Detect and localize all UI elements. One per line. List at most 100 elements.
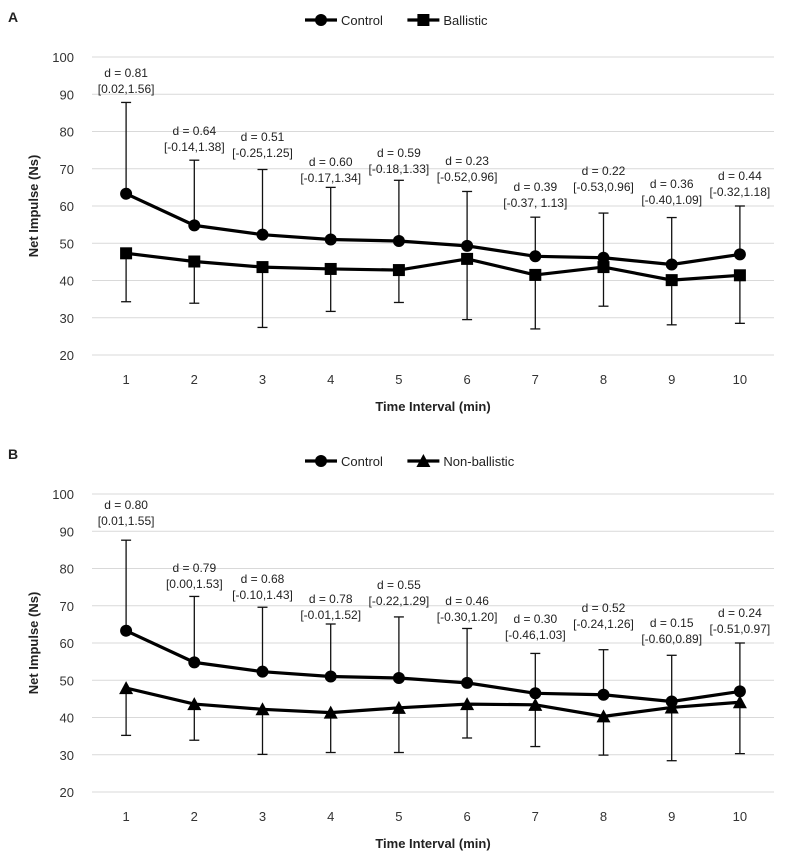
data-point <box>664 700 679 714</box>
effect-size-label: d = 0.39 <box>513 180 557 194</box>
x-tick-label: 3 <box>259 809 266 824</box>
confidence-interval-label: [-0.40,1.09] <box>641 193 702 207</box>
effect-size-label: d = 0.80 <box>104 498 148 512</box>
data-point <box>392 235 405 248</box>
series-line-control <box>125 192 741 267</box>
series-line-ballistic <box>125 251 741 282</box>
legend-label: Control <box>341 454 383 469</box>
data-point <box>256 261 269 274</box>
legend-item: Ballistic <box>407 13 488 28</box>
x-tick-label: 8 <box>600 809 607 824</box>
data-point <box>461 239 474 252</box>
y-tick-label: 40 <box>60 274 74 289</box>
legend-marker-circle <box>315 455 327 467</box>
data-point <box>597 261 610 274</box>
y-tick-label: 60 <box>60 636 74 651</box>
x-tick-label: 9 <box>668 809 675 824</box>
data-point <box>188 219 201 232</box>
data-point <box>529 687 542 700</box>
confidence-interval-label: [0.00,1.53] <box>166 577 223 591</box>
data-point <box>461 676 474 689</box>
data-point <box>187 697 202 711</box>
x-tick-label: 3 <box>259 372 266 387</box>
confidence-interval-label: [0.01,1.55] <box>98 514 155 528</box>
data-point <box>597 251 610 264</box>
confidence-interval-label: [-0.01,1.52] <box>300 608 361 622</box>
effect-size-label: d = 0.60 <box>309 155 353 169</box>
x-tick-label: 10 <box>733 809 747 824</box>
data-point <box>732 695 747 709</box>
data-point <box>120 624 133 637</box>
legend-label: Non-ballistic <box>443 454 514 469</box>
x-tick-label: 2 <box>191 809 198 824</box>
data-point <box>529 250 542 263</box>
series-line-control <box>125 629 741 704</box>
y-tick-label: 90 <box>60 87 74 102</box>
effect-size-label: d = 0.78 <box>309 592 353 606</box>
y-tick-label: 80 <box>60 562 74 577</box>
effect-size-label: d = 0.59 <box>377 146 421 160</box>
legend-marker-triangle <box>416 454 431 467</box>
effect-size-label: d = 0.22 <box>582 164 626 178</box>
effect-size-label: d = 0.79 <box>172 561 216 575</box>
confidence-interval-label: [-0.18,1.33] <box>369 162 430 176</box>
data-point <box>392 672 405 685</box>
y-tick-label: 40 <box>60 711 74 726</box>
data-point <box>324 262 337 275</box>
data-point <box>256 228 269 241</box>
data-point <box>255 702 270 716</box>
series-line-non-ballistic <box>125 686 741 718</box>
data-point <box>119 681 134 695</box>
confidence-interval-label: [-0.17,1.34] <box>300 171 361 185</box>
effect-size-label: d = 0.51 <box>241 130 285 144</box>
data-point <box>528 697 543 711</box>
chart-panel-b: B 20 30 40 50 60 70 80 90 100 1 2 3 4 5 6 7 8 9 10 Time Inte… <box>8 446 774 851</box>
y-tick-label: 30 <box>60 311 74 326</box>
confidence-interval-label: [-0.53,0.96] <box>573 180 634 194</box>
x-tick-label: 7 <box>532 372 539 387</box>
y-tick-label: 80 <box>60 125 74 140</box>
effect-size-label: d = 0.23 <box>445 154 489 168</box>
data-point <box>665 258 678 271</box>
effect-size-label: d = 0.30 <box>513 612 557 626</box>
legend-label: Ballistic <box>443 13 488 28</box>
legend-marker-square <box>417 14 430 26</box>
data-point <box>392 264 405 277</box>
x-tick-label: 9 <box>668 372 675 387</box>
data-point <box>597 688 610 701</box>
x-tick-label: 5 <box>395 809 402 824</box>
confidence-interval-label: [-0.14,1.38] <box>164 140 225 154</box>
effect-size-label: d = 0.68 <box>241 572 285 586</box>
y-tick-label: 60 <box>60 199 74 214</box>
x-tick-label: 2 <box>191 372 198 387</box>
confidence-interval-label: [-0.37, 1.13] <box>503 196 567 210</box>
panel-label: B <box>8 446 18 462</box>
chart-panel-a: A 20 30 40 50 60 70 80 90 100 1 2 3 4 5 6 7 8 9 10 Time Inte… <box>8 9 774 414</box>
data-point <box>733 248 746 261</box>
x-axis-title: Time Interval (min) <box>375 836 490 851</box>
confidence-interval-label: [-0.46,1.03] <box>505 628 566 642</box>
data-point <box>461 252 474 265</box>
x-tick-label: 1 <box>122 809 129 824</box>
legend-item: Control <box>305 13 383 28</box>
panel-label: A <box>8 9 18 25</box>
confidence-interval-label: [-0.52,0.96] <box>437 170 498 184</box>
y-tick-label: 100 <box>52 487 74 502</box>
data-point <box>120 247 133 260</box>
x-tick-label: 4 <box>327 372 334 387</box>
effect-size-label: d = 0.81 <box>104 66 148 80</box>
effect-size-label: d = 0.24 <box>718 606 762 620</box>
x-tick-label: 6 <box>463 372 470 387</box>
legend-item: Non-ballistic <box>407 454 515 469</box>
data-point <box>665 274 678 287</box>
x-axis-title: Time Interval (min) <box>375 399 490 414</box>
x-tick-label: 4 <box>327 809 334 824</box>
legend-label: Control <box>341 13 383 28</box>
y-tick-label: 20 <box>60 348 74 363</box>
effect-size-label: d = 0.64 <box>172 124 216 138</box>
data-point <box>120 187 133 200</box>
y-tick-label: 50 <box>60 673 74 688</box>
effect-size-label: d = 0.44 <box>718 169 762 183</box>
confidence-interval-label: [-0.30,1.20] <box>437 610 498 624</box>
